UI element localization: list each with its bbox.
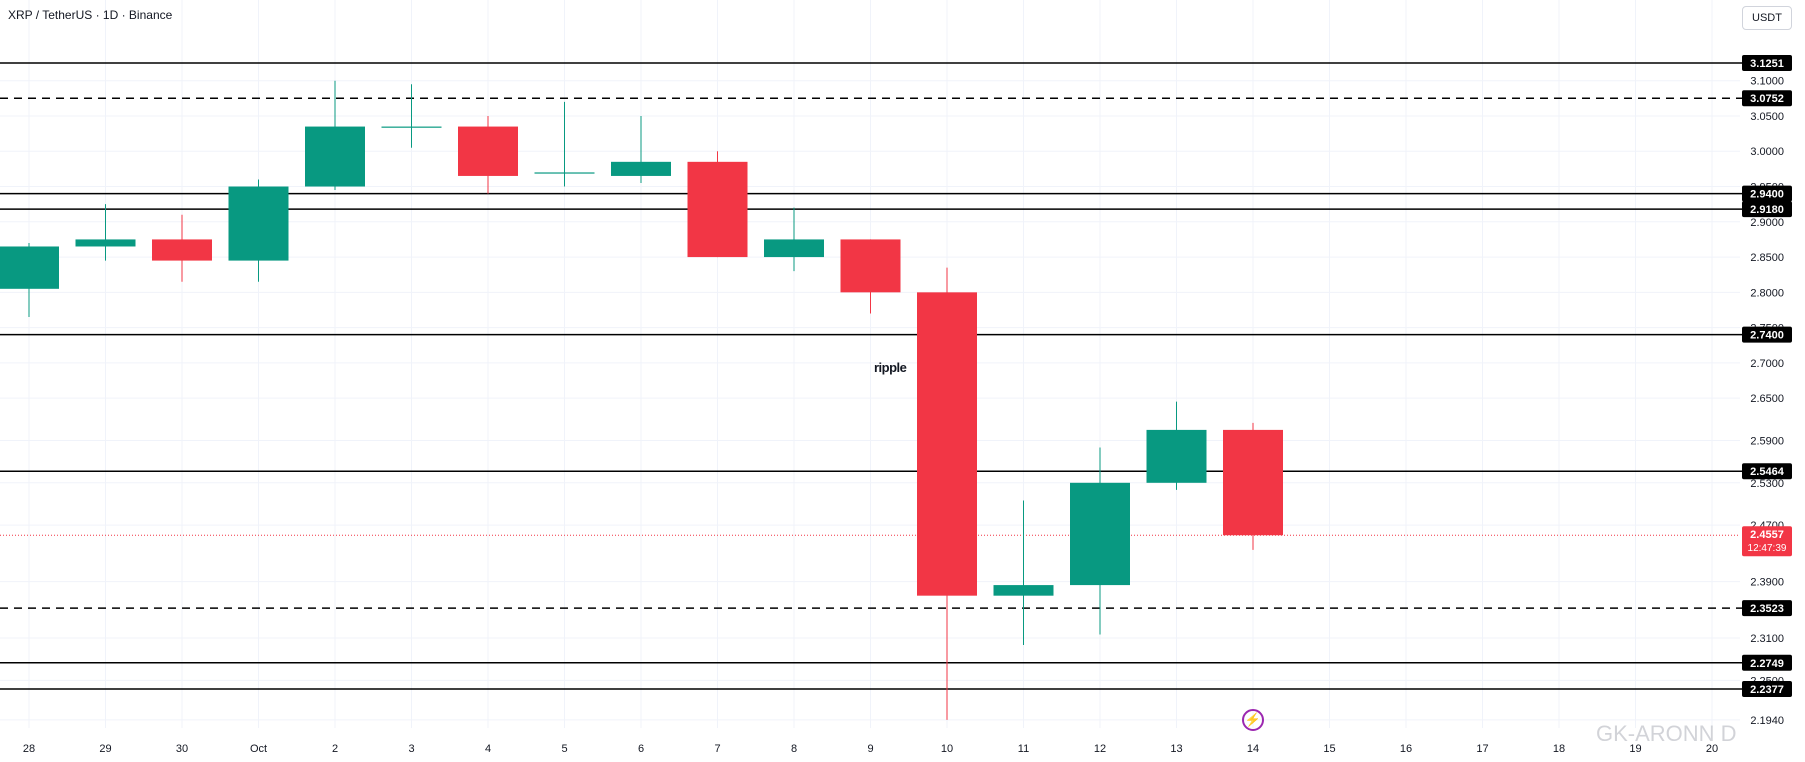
time-tick-label: 17 [1476, 743, 1488, 755]
candle-body[interactable] [381, 126, 442, 128]
level-price-badge [1742, 654, 1792, 671]
level-price-badge [1742, 326, 1792, 343]
time-tick-label: 28 [23, 743, 35, 755]
time-tick-label: 12 [1094, 743, 1106, 755]
level-price-label: 2.2749 [1750, 658, 1784, 670]
time-tick-label: 11 [1018, 743, 1029, 755]
time-tick-label: 4 [485, 743, 491, 755]
time-axis[interactable]: 28 29 30 Oct 2 3 4 5 6 7 8 9 10 11 12 13 14 15 16 17 18 19 20 [23, 743, 1718, 755]
candle-body[interactable] [152, 239, 212, 261]
time-tick-label: 7 [714, 743, 720, 755]
grid-lines [0, 0, 1740, 728]
candle-body[interactable] [75, 239, 136, 247]
watermark-text: GK-ARONN D [1596, 721, 1737, 746]
ripple-logo: ripple [874, 360, 907, 375]
level-price-badge [1742, 600, 1792, 617]
candle-body[interactable] [1223, 429, 1283, 536]
price-tick-label: 2.6500 [1750, 393, 1784, 405]
time-tick-label: 19 [1629, 743, 1641, 755]
currency-button[interactable]: USDT [1742, 6, 1792, 30]
time-tick-label: 9 [867, 743, 873, 755]
level-labels: 3.1251 3.0752 2.9400 2.9180 2.7400 2.5464 2.45… [1742, 55, 1792, 697]
price-tick-label: 2.8000 [1750, 287, 1784, 299]
candle-body[interactable] [993, 585, 1054, 596]
level-price-badge [1742, 90, 1792, 107]
symbol-title: XRP / TetherUS · 1D · Binance [8, 8, 173, 22]
price-tick-label: 2.8500 [1750, 252, 1784, 264]
time-tick-label: 14 [1247, 743, 1259, 755]
price-tick-label: 3.0500 [1750, 111, 1784, 123]
level-price-label: 2.5464 [1750, 466, 1785, 478]
price-tick-label: 2.5900 [1750, 435, 1784, 447]
level-price-label: 2.3523 [1750, 603, 1784, 615]
price-axis[interactable]: 3.10003.05003.00002.95002.90002.85002.80… [1750, 76, 1784, 727]
candle-body[interactable] [1146, 429, 1207, 483]
time-tick-label: 10 [941, 743, 953, 755]
level-price-label: 2.2377 [1750, 684, 1784, 696]
level-price-label: 3.0752 [1750, 93, 1784, 105]
current-price-badge [1742, 526, 1792, 557]
level-price-label: 3.1251 [1750, 58, 1784, 70]
price-tick-label: 2.5300 [1750, 478, 1784, 490]
candle-body[interactable] [534, 172, 595, 174]
level-price-badge [1742, 463, 1792, 480]
candle-body[interactable] [458, 126, 518, 176]
price-tick-label: 2.3100 [1750, 633, 1784, 645]
candle-body[interactable] [611, 161, 671, 176]
level-price-label: 2.7400 [1750, 330, 1784, 342]
price-tick-label: 2.1940 [1750, 715, 1784, 727]
time-tick-label: 30 [176, 743, 188, 755]
time-tick-label: 2 [332, 743, 338, 755]
level-price-label: 2.9400 [1750, 189, 1784, 201]
candle-body[interactable] [687, 161, 748, 258]
time-tick-label: 6 [638, 743, 644, 755]
price-tick-label: 3.0000 [1750, 146, 1784, 158]
candle-body[interactable] [228, 186, 289, 261]
price-tick-label: 3.1000 [1750, 76, 1784, 88]
current-price-label: 2.4557 [1750, 529, 1784, 541]
level-price-label: 2.9180 [1750, 204, 1784, 216]
level-price-badge [1742, 201, 1792, 218]
level-price-badge [1742, 55, 1792, 71]
lightning-icon[interactable]: ⚡ [1242, 709, 1264, 731]
time-tick-label: 16 [1400, 743, 1412, 755]
candle-body[interactable] [0, 246, 59, 289]
candle-body[interactable] [917, 292, 977, 596]
time-tick-label: 20 [1706, 743, 1718, 755]
candle-body[interactable] [764, 239, 824, 258]
price-tick-label: 2.9000 [1750, 217, 1784, 229]
time-tick-label: Oct [250, 743, 267, 755]
candles [0, 80, 1283, 720]
time-tick-label: 18 [1553, 743, 1565, 755]
price-tick-label: 2.7000 [1750, 358, 1784, 370]
level-price-badge [1742, 681, 1792, 697]
time-tick-label: 15 [1323, 743, 1335, 755]
time-tick-label: 5 [561, 743, 567, 755]
time-tick-label: 3 [408, 743, 414, 755]
time-tick-label: 29 [99, 743, 111, 755]
horizontal-levels [0, 62, 1742, 690]
time-tick-label: 8 [791, 743, 797, 755]
time-tick-label: 13 [1170, 743, 1182, 755]
candle-body[interactable] [840, 239, 901, 293]
price-tick-label: 2.3900 [1750, 577, 1784, 589]
candle-body[interactable] [305, 126, 365, 187]
level-price-badge [1742, 185, 1792, 202]
bar-countdown-label: 12:47:39 [1748, 543, 1787, 554]
candle-body[interactable] [1070, 482, 1130, 586]
